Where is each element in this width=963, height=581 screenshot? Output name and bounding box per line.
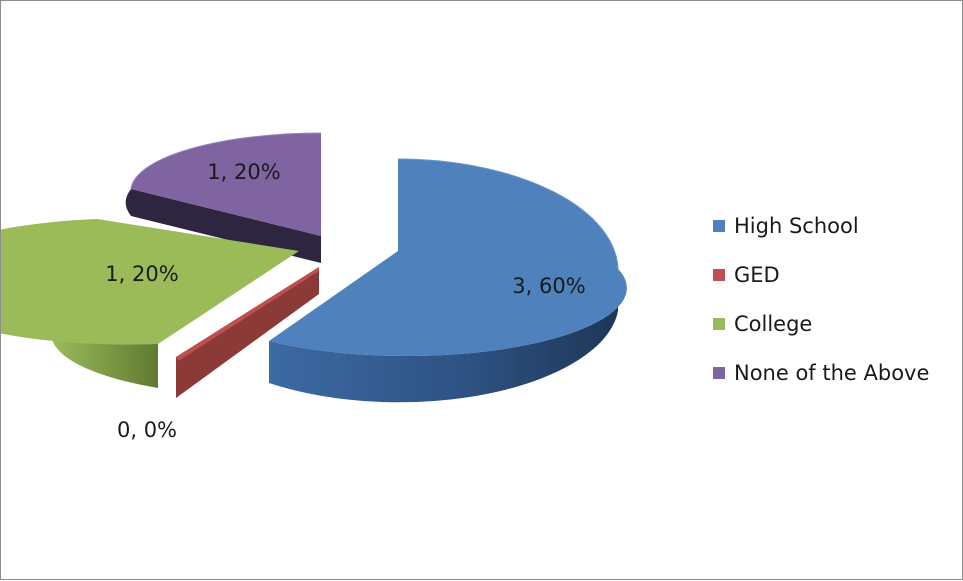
legend-swatch-high-school <box>713 219 725 232</box>
pie-slice-top-college <box>1 219 299 345</box>
pie-slice-top-high-school <box>269 159 627 356</box>
pie-slice-side-ged <box>176 267 319 398</box>
legend-item-ged: GED <box>713 250 929 299</box>
legend-item-none-of-the-above: None of the Above <box>713 348 929 397</box>
legend-label: GED <box>734 262 780 287</box>
legend-label: None of the Above <box>734 360 930 385</box>
legend-item-college: College <box>713 299 929 348</box>
legend-swatch-none-of-the-above <box>713 366 725 379</box>
pie-slice-edge-none-of-the-above <box>130 132 322 190</box>
legend: High School GED College None of the Abov… <box>713 201 929 397</box>
pie-slice-side-high-school <box>269 269 627 403</box>
legend-swatch-college <box>713 317 725 330</box>
pie-slice-edge-high-school <box>397 158 619 270</box>
legend-swatch-ged <box>713 268 725 281</box>
legend-label: High School <box>734 213 859 238</box>
legend-label: College <box>734 311 813 336</box>
pie-slice-side-none-of-the-above <box>125 189 322 263</box>
legend-item-high-school: High School <box>713 201 929 250</box>
data-label-high-school: 3, 60% <box>512 274 585 298</box>
pie-slice-top-none-of-the-above <box>131 132 321 236</box>
data-label-ged: 0, 0% <box>117 418 177 442</box>
pie-slice-top-ged <box>176 267 319 361</box>
data-label-college: 1, 20% <box>105 262 178 286</box>
data-label-none-of-the-above: 1, 20% <box>207 160 280 184</box>
